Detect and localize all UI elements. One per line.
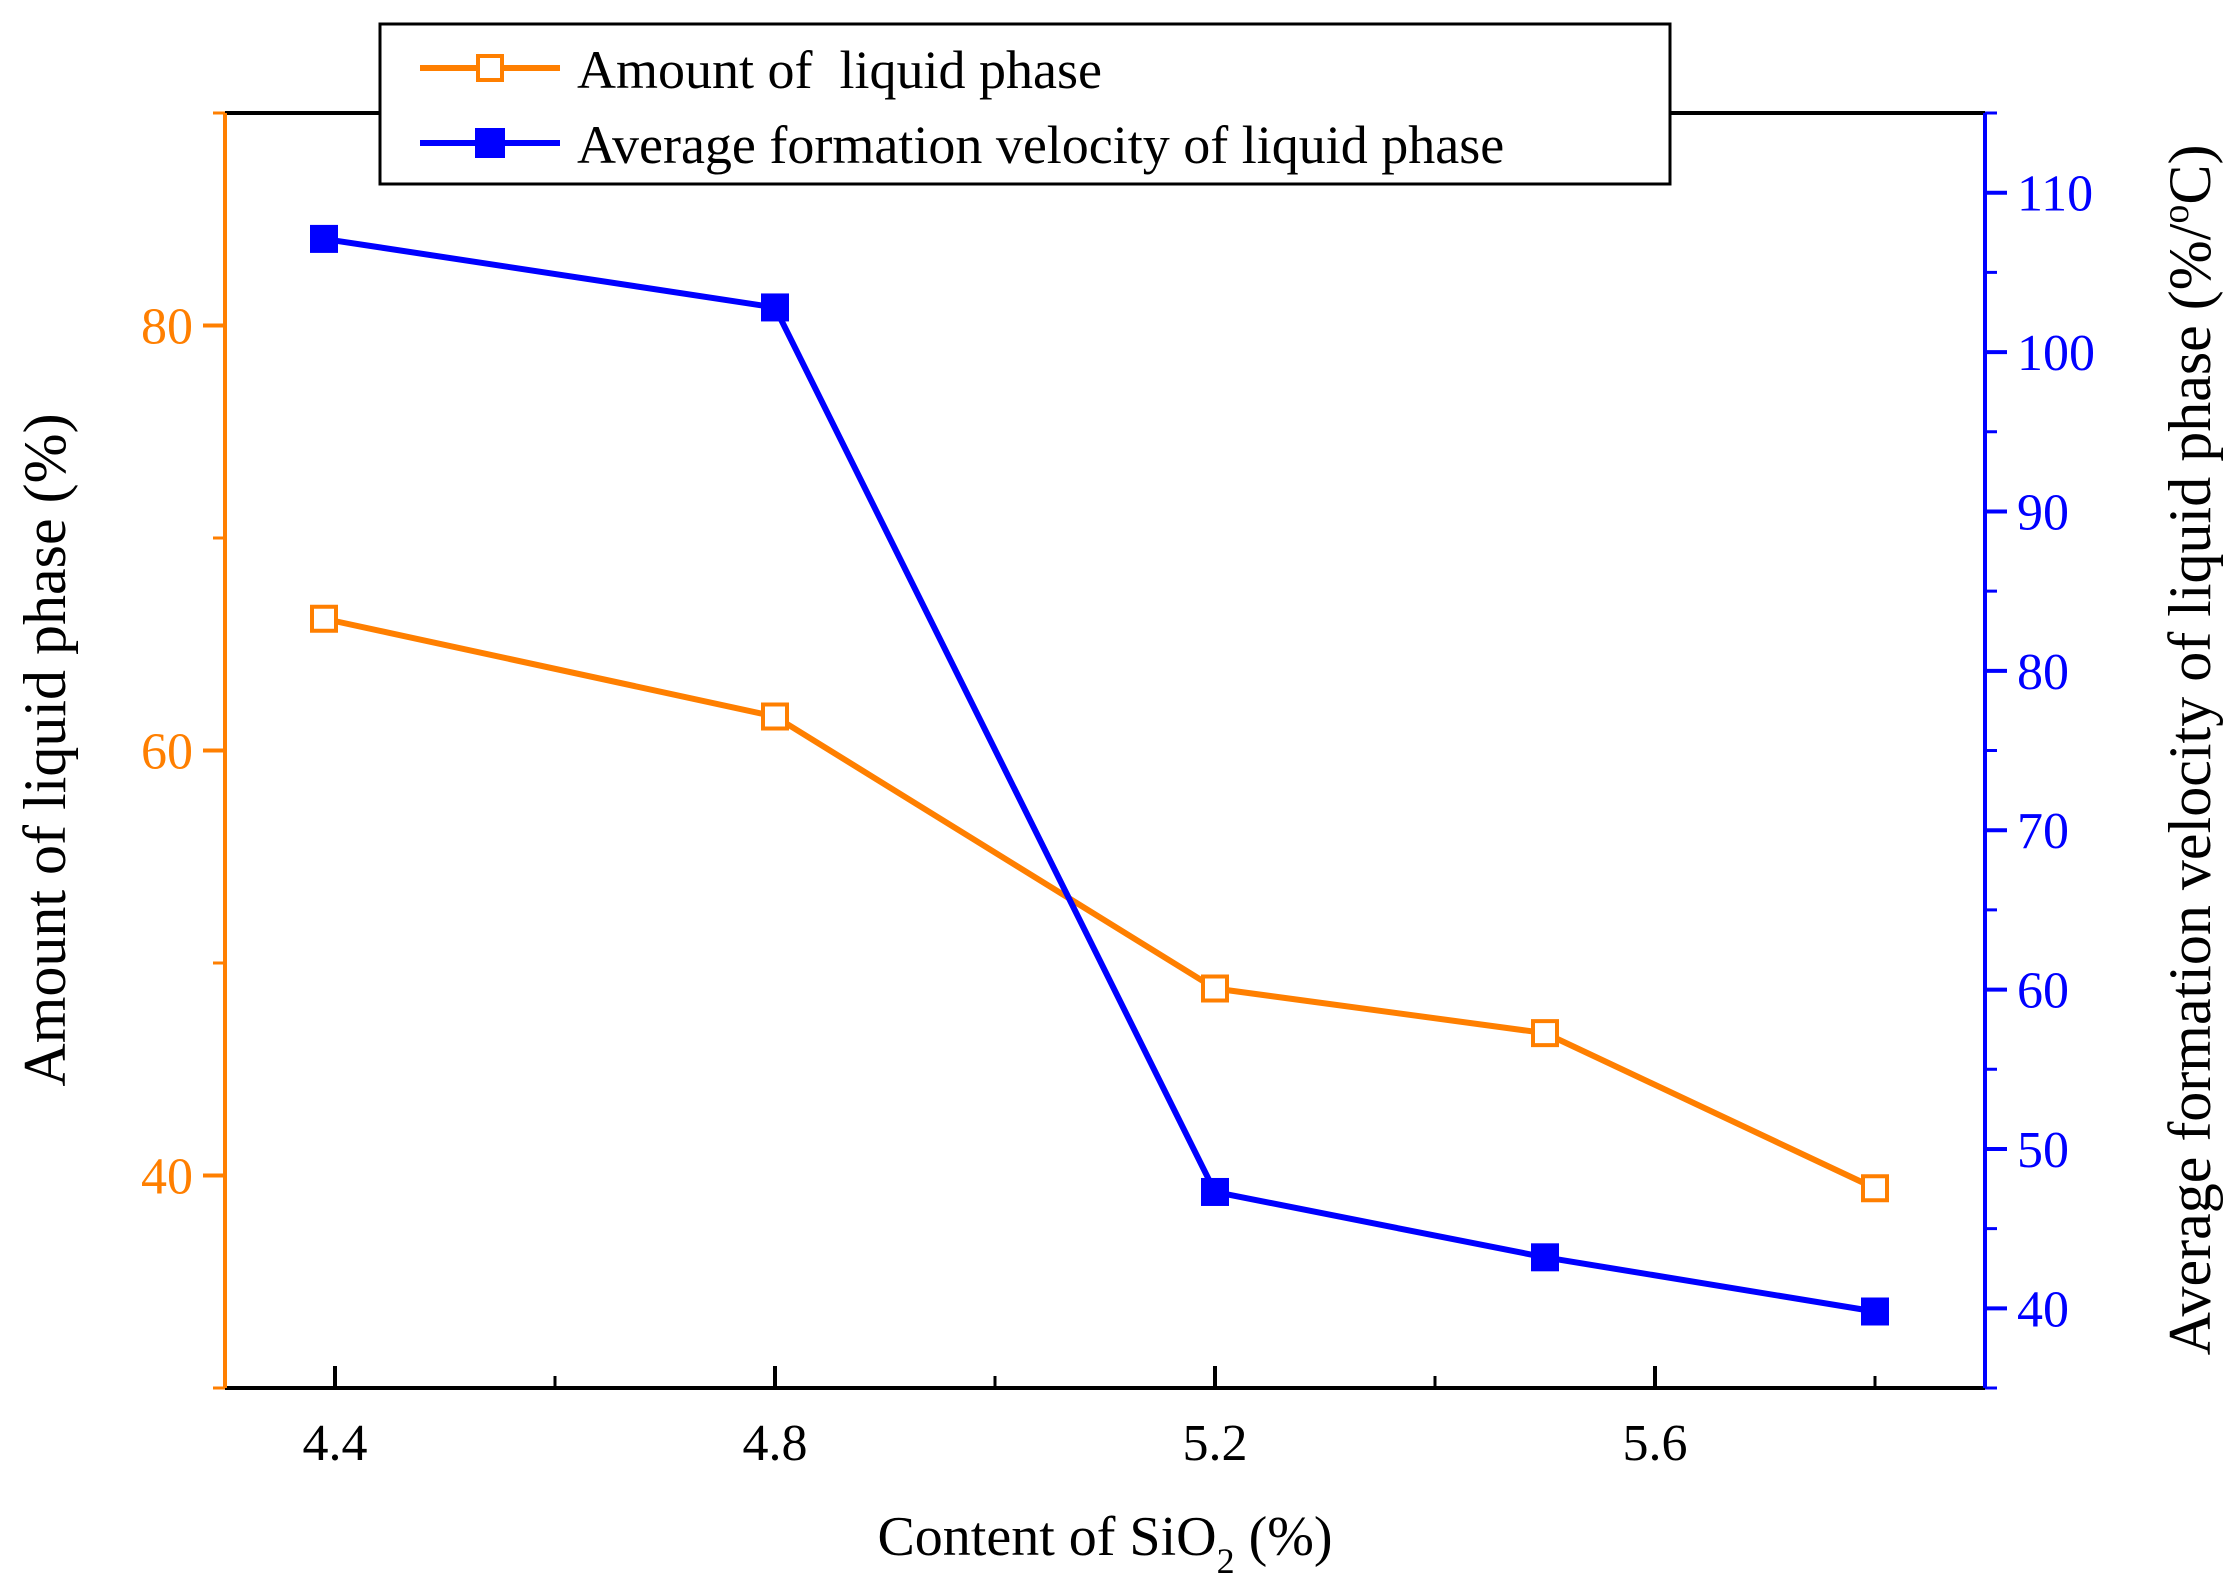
left-axis: 40 60 80 — [141, 111, 225, 1390]
data-point-velocity — [1201, 1177, 1229, 1206]
data-point-velocity — [1531, 1243, 1559, 1272]
data-point-amount — [1861, 1174, 1889, 1203]
data-point-amount — [1201, 974, 1229, 1003]
left-tick-label: 60 — [141, 724, 193, 781]
x-tick-label: 5.2 — [1183, 1415, 1248, 1472]
x-axis-label-main: Content of SiO — [877, 1506, 1216, 1568]
series-layer — [310, 224, 1889, 1326]
right-axis-label-superscript: o — [2155, 205, 2197, 224]
data-point-amount — [1531, 1019, 1559, 1048]
x-axis: 4.4 4.8 5.2 5.6 — [303, 1366, 1877, 1472]
left-tick-label: 80 — [141, 299, 193, 356]
x-tick-label: 4.8 — [743, 1415, 808, 1472]
legend-marker-velocity — [475, 128, 505, 158]
x-axis-label-suffix: (%) — [1235, 1506, 1333, 1568]
right-tick-label: 70 — [2017, 803, 2069, 860]
legend-marker-amount — [476, 54, 504, 82]
series-line-amount — [323, 615, 1877, 1191]
legend: Amount of liquid phase Average formation… — [378, 22, 1672, 186]
right-tick-label: 50 — [2017, 1122, 2069, 1179]
data-point-amount — [761, 702, 789, 731]
series-line-velocity — [323, 235, 1876, 1315]
data-point-velocity — [1861, 1297, 1889, 1326]
legend-label-velocity: Average formation velocity of liquid pha… — [577, 115, 1504, 175]
data-point-velocity — [761, 293, 789, 322]
right-tick-label: 60 — [2017, 963, 2069, 1020]
legend-label-amount: Amount of liquid phase — [577, 40, 1102, 100]
left-axis-label: Amount of liquid phase (%) — [12, 413, 78, 1086]
right-tick-label: 80 — [2017, 644, 2069, 701]
right-tick-label: 110 — [2017, 166, 2093, 223]
x-tick-label: 4.4 — [303, 1415, 368, 1472]
right-axis: 40 50 60 70 80 90 100 110 — [1985, 111, 2095, 1390]
right-axis-label-suffix: C) — [2157, 145, 2223, 205]
legend-box — [378, 22, 1672, 186]
left-tick-label: 40 — [141, 1149, 193, 1206]
x-axis-label-subscript: 2 — [1217, 1541, 1235, 1581]
x-tick-label: 5.6 — [1623, 1415, 1688, 1472]
right-axis-label: Average formation velocity of liquid pha… — [2155, 145, 2223, 1356]
right-tick-label: 40 — [2017, 1281, 2069, 1338]
right-axis-label-main: Average formation velocity of liquid pha… — [2157, 223, 2223, 1355]
data-point-amount — [310, 604, 338, 633]
x-axis-label: Content of SiO2 (%) — [877, 1506, 1332, 1581]
right-tick-label: 100 — [2017, 325, 2095, 382]
data-point-velocity — [310, 224, 338, 253]
right-tick-label: 90 — [2017, 484, 2069, 541]
